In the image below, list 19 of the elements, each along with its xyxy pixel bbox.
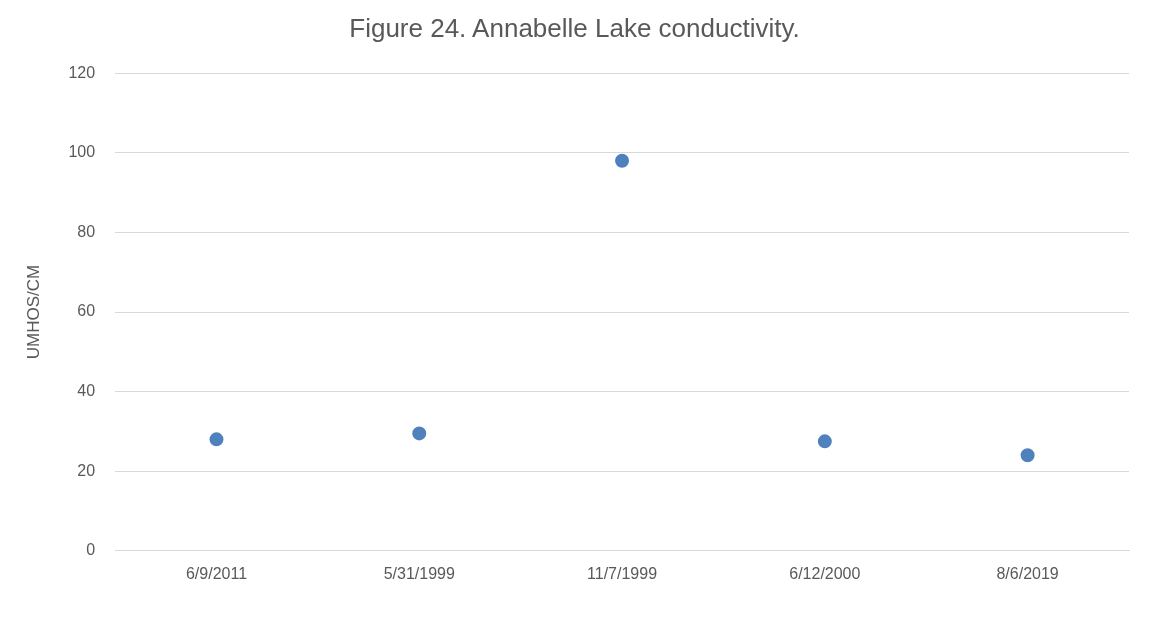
y-axis-title: UMHOS/CM: [23, 264, 43, 360]
point: [209, 432, 224, 447]
x-tick-label: 8/6/2019: [996, 564, 1059, 582]
point: [1020, 448, 1035, 463]
x-tick-label: 6/9/2011: [185, 564, 248, 582]
point: [817, 434, 832, 449]
point: [412, 426, 427, 441]
y-tick-label: 100: [68, 143, 96, 161]
point: [615, 153, 630, 168]
x-tick-label: 5/31/1999: [383, 564, 455, 582]
y-tick-label: 20: [77, 461, 96, 479]
y-tick-label: 0: [86, 541, 96, 559]
y-tick-label: 120: [68, 63, 96, 81]
chart-title: Figure 24. Annabelle Lake conductivity.: [349, 12, 800, 43]
x-tick-label: 6/12/2000: [789, 564, 861, 582]
x-tick-label: 11/7/1999: [587, 564, 658, 582]
y-tick-label: 40: [77, 382, 96, 400]
y-tick-label: 60: [77, 302, 96, 320]
y-tick-label: 80: [77, 222, 96, 240]
